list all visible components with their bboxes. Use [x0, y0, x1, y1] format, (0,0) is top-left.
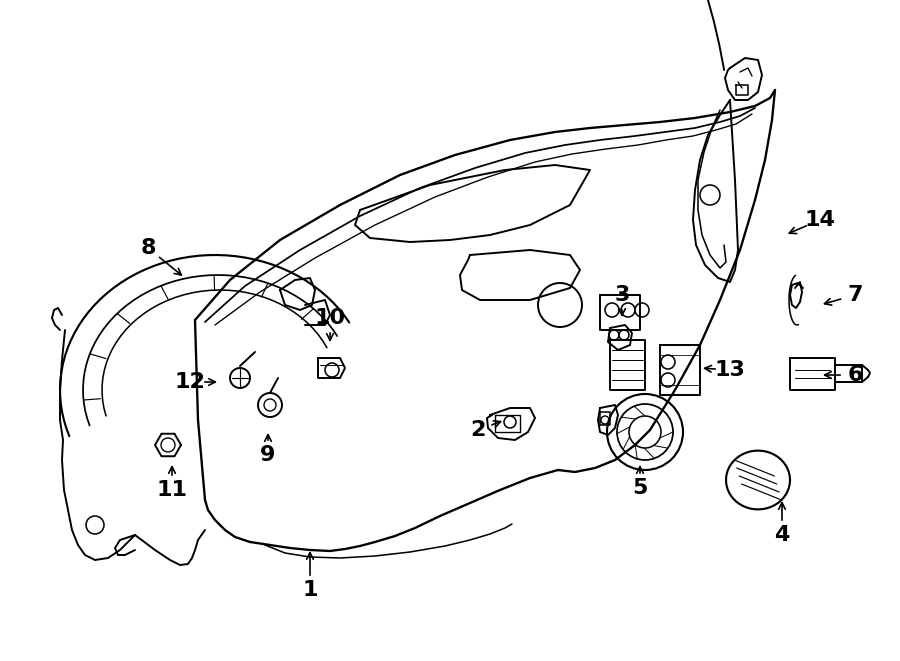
Text: 3: 3	[615, 285, 630, 305]
Text: 12: 12	[175, 372, 205, 392]
Text: 8: 8	[140, 238, 156, 258]
Text: 5: 5	[633, 478, 648, 498]
Text: 9: 9	[260, 445, 275, 465]
Text: 11: 11	[157, 480, 187, 500]
Text: 4: 4	[774, 525, 789, 545]
Text: 2: 2	[471, 420, 486, 440]
Text: 13: 13	[715, 360, 745, 380]
Text: 6: 6	[847, 365, 863, 385]
Text: 1: 1	[302, 580, 318, 600]
Text: 7: 7	[847, 285, 863, 305]
Text: 10: 10	[314, 308, 346, 328]
Text: 14: 14	[805, 210, 835, 230]
